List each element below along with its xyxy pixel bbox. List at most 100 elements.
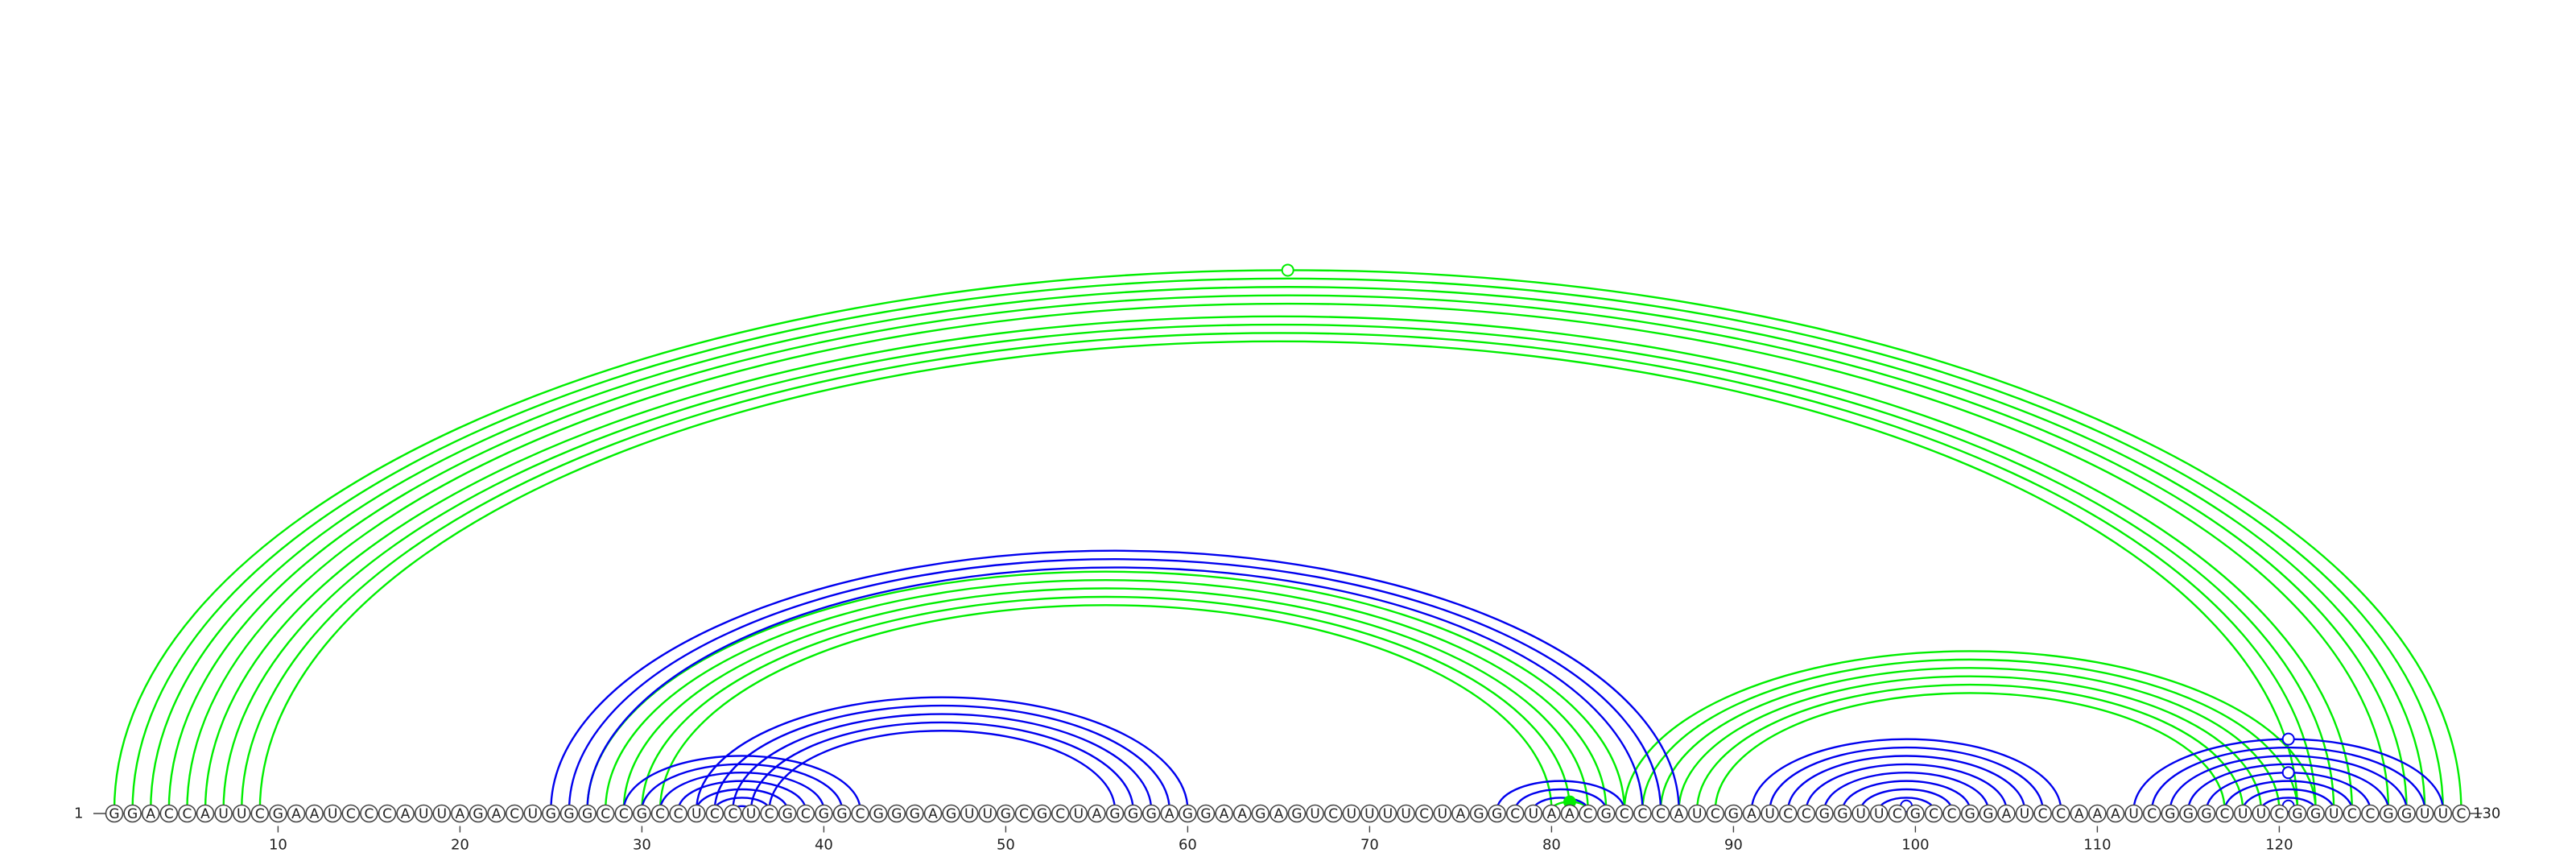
green-arc-87-119 bbox=[1678, 675, 2262, 811]
nucleotide-letter: U bbox=[437, 806, 447, 822]
nucleotide-circle bbox=[250, 804, 270, 823]
nucleotide-84: C bbox=[1615, 804, 1634, 823]
nucleotide-letter: G bbox=[873, 806, 884, 822]
nucleotide-letter: A bbox=[2074, 806, 2084, 822]
nucleotide-22: A bbox=[487, 804, 506, 823]
nucleotide-106: U bbox=[2015, 804, 2034, 823]
nucleotide-letter: G bbox=[1965, 806, 1975, 822]
nucleotide-letter: C bbox=[510, 806, 519, 822]
nucleotide-46: A bbox=[923, 804, 943, 823]
nucleotide-101: C bbox=[1924, 804, 1943, 823]
nucleotide-97: U bbox=[1852, 804, 1870, 823]
nucleotide-letter: G bbox=[1601, 806, 1612, 822]
nucleotide-77: G bbox=[1488, 804, 1506, 823]
blue-arc-93-106 bbox=[1787, 755, 2026, 811]
nucleotide-117: C bbox=[2215, 804, 2234, 823]
nucleotide-circle bbox=[1469, 804, 1488, 823]
nucleotide-circle bbox=[1742, 804, 1761, 823]
nucleotide-129: U bbox=[2434, 804, 2453, 823]
nucleotide-letter: G bbox=[782, 806, 793, 822]
nucleotide-circle bbox=[287, 804, 306, 823]
nucleotide-7: U bbox=[214, 804, 233, 823]
green-arc-1-130 bbox=[113, 269, 2462, 811]
blue-arc-96-103 bbox=[1841, 780, 1971, 811]
blue-arc-37-56 bbox=[768, 730, 1117, 811]
nucleotide-letter: C bbox=[2456, 806, 2466, 822]
nucleotide-1: G bbox=[105, 804, 124, 823]
nucleotide-circle bbox=[1215, 804, 1233, 823]
nucleotide-circle bbox=[1287, 804, 1307, 823]
nucleotide-115: G bbox=[2179, 804, 2198, 823]
nucleotide-circle bbox=[2324, 804, 2343, 823]
nucleotide-circle bbox=[960, 804, 979, 823]
nucleotide-letter: U bbox=[1438, 806, 1447, 822]
nucleotide-circle bbox=[1869, 804, 1889, 823]
nucleotide-letter: G bbox=[109, 806, 119, 822]
nucleotide-circle bbox=[778, 804, 797, 823]
tick-label-20: 20 bbox=[451, 837, 469, 854]
nucleotide-circle bbox=[2434, 804, 2453, 823]
green-open-circle-marker bbox=[1281, 263, 1294, 277]
nucleotide-letter: U bbox=[237, 806, 246, 822]
nucleotide-28: C bbox=[596, 804, 615, 823]
nucleotide-letter: A bbox=[2002, 806, 2012, 822]
nucleotide-94: C bbox=[1797, 804, 1816, 823]
nucleotide-60: G bbox=[1179, 804, 1197, 823]
nucleotide-11: A bbox=[287, 804, 306, 823]
nucleotide-90: G bbox=[1724, 804, 1743, 823]
nucleotide-letter: G bbox=[1819, 806, 1830, 822]
green-arc-6-124 bbox=[204, 315, 2353, 811]
nucleotide-letter: G bbox=[910, 806, 920, 822]
nucleotide-37: C bbox=[760, 804, 778, 823]
nucleotide-letter: A bbox=[310, 806, 320, 822]
nucleotide-circle bbox=[1269, 804, 1288, 823]
nucleotide-61: G bbox=[1196, 804, 1216, 823]
nucleotide-17: A bbox=[396, 804, 415, 823]
nucleotide-letter: U bbox=[1874, 806, 1884, 822]
nucleotide-circle bbox=[2306, 804, 2325, 823]
nucleotide-letter: C bbox=[674, 806, 683, 822]
green-arc-88-118 bbox=[1696, 683, 2244, 811]
nucleotide-circle bbox=[559, 804, 579, 823]
nucleotide-letter: C bbox=[1620, 806, 1629, 822]
nucleotide-circle bbox=[1778, 804, 1798, 823]
nucleotide-letter: C bbox=[1656, 806, 1666, 822]
nucleotide-59: A bbox=[1160, 804, 1179, 823]
nucleotide-78: C bbox=[1505, 804, 1525, 823]
blue-arc-114-127 bbox=[2169, 755, 2408, 811]
blue-arc-92-107 bbox=[1769, 746, 2044, 811]
nucleotide-letter: C bbox=[1419, 806, 1429, 822]
nucleotide-circle bbox=[923, 804, 943, 823]
nucleotide-letter: U bbox=[2329, 806, 2339, 822]
nucleotide-70: U bbox=[1360, 804, 1379, 823]
nucleotide-letter: C bbox=[710, 806, 720, 822]
nucleotide-86: C bbox=[1651, 804, 1670, 823]
nucleotide-letter: C bbox=[2056, 806, 2066, 822]
nucleotide-13: U bbox=[323, 804, 342, 823]
nucleotide-letter: U bbox=[964, 806, 974, 822]
nucleotide-circle bbox=[2197, 804, 2216, 823]
nucleotide-letter: U bbox=[2420, 806, 2429, 822]
nucleotide-124: C bbox=[2343, 804, 2362, 823]
nucleotide-circle bbox=[2106, 804, 2125, 823]
nucleotide-circle bbox=[1251, 804, 1270, 823]
nucleotide-letter: G bbox=[1037, 806, 1047, 822]
nucleotide-circle bbox=[1360, 804, 1379, 823]
nucleotide-circle bbox=[542, 804, 560, 823]
nucleotide-circle bbox=[741, 804, 761, 823]
nucleotide-letter: G bbox=[1910, 806, 1921, 822]
nucleotide-circle bbox=[414, 804, 433, 823]
nucleotide-circle bbox=[232, 804, 251, 823]
green-arc-9-121 bbox=[258, 340, 2299, 811]
nucleotide-letter: U bbox=[419, 806, 428, 822]
tick-label-110: 110 bbox=[2083, 837, 2111, 854]
nucleotide-circle bbox=[2343, 804, 2362, 823]
nucleotide-15: C bbox=[360, 804, 378, 823]
nucleotide-circle bbox=[2270, 804, 2289, 823]
nucleotide-72: U bbox=[1397, 804, 1415, 823]
nucleotide-circle bbox=[1069, 804, 1088, 823]
nucleotide-letter: U bbox=[2128, 806, 2138, 822]
tick-label-10: 10 bbox=[269, 837, 287, 854]
blue-arc-30-41 bbox=[641, 763, 844, 811]
